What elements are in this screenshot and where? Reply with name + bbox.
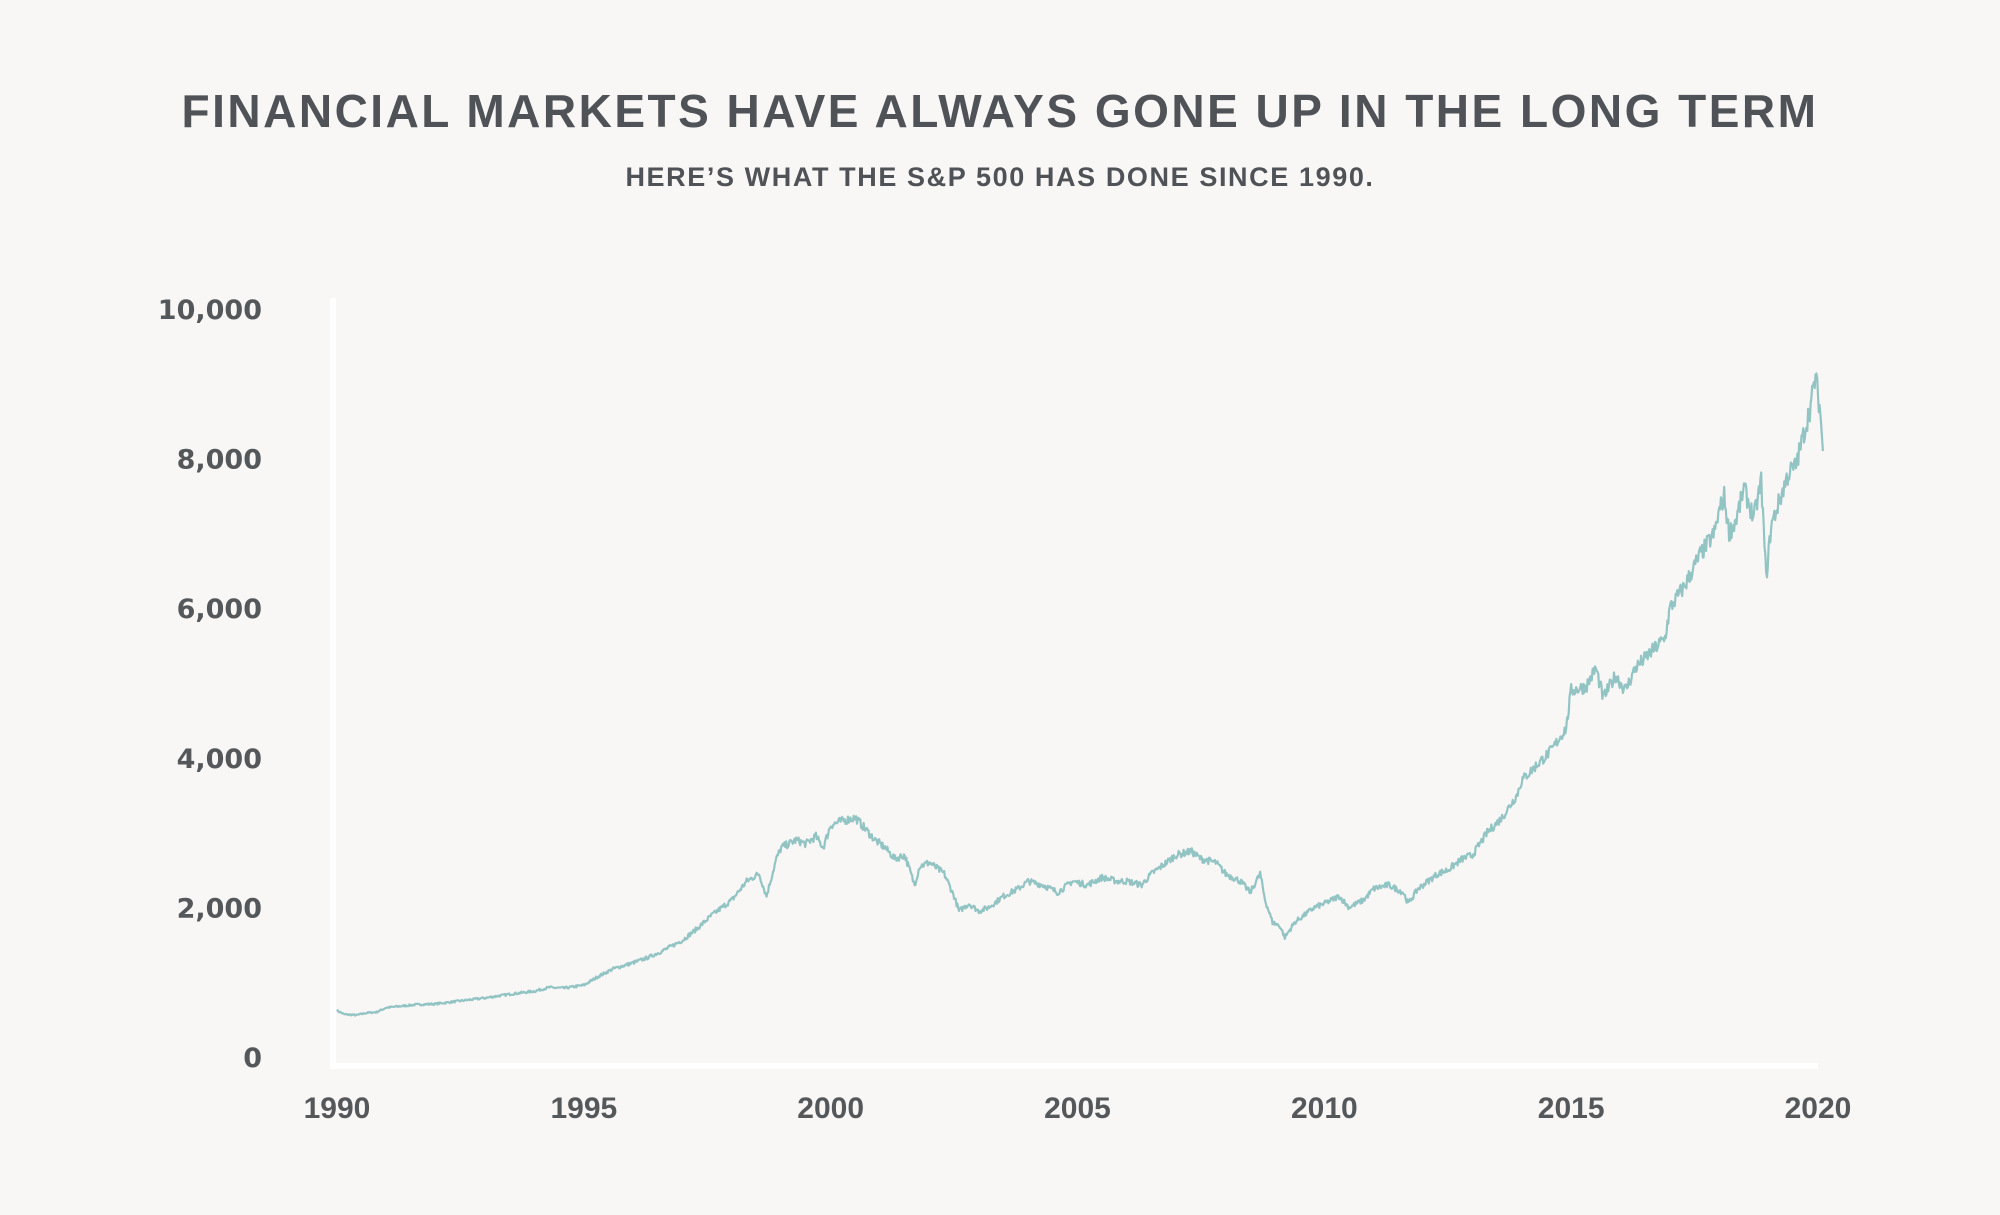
y-tick-label: 2,000 [177,893,262,924]
x-tick-label: 2015 [1538,1092,1605,1125]
x-tick-label: 1990 [304,1092,371,1125]
y-axis-line [330,298,336,1069]
x-tick-label: 2020 [1785,1092,1852,1125]
x-axis-ticks: 1990 1995 2000 2005 2010 2015 2020 [304,1092,1852,1125]
y-tick-label: 4,000 [177,744,262,775]
chart-subtitle: HERE’S WHAT THE S&P 500 HAS DONE SINCE 1… [625,162,1375,192]
y-axis-ticks: 0 2,000 4,000 6,000 8,000 10,000 [158,295,262,1074]
x-tick-label: 2000 [797,1092,864,1125]
x-axis-line [330,1063,1818,1069]
y-tick-label: 6,000 [177,594,262,625]
chart-title: FINANCIAL MARKETS HAVE ALWAYS GONE UP IN… [181,85,1819,137]
x-tick-label: 2010 [1291,1092,1358,1125]
x-tick-label: 2005 [1044,1092,1111,1125]
axes [330,298,1818,1069]
y-tick-label: 0 [243,1043,262,1074]
series-group [336,372,1824,1017]
series-line-sp500 [336,372,1824,1017]
y-tick-label: 10,000 [158,295,262,326]
x-tick-label: 1995 [550,1092,617,1125]
y-tick-label: 8,000 [177,445,262,476]
